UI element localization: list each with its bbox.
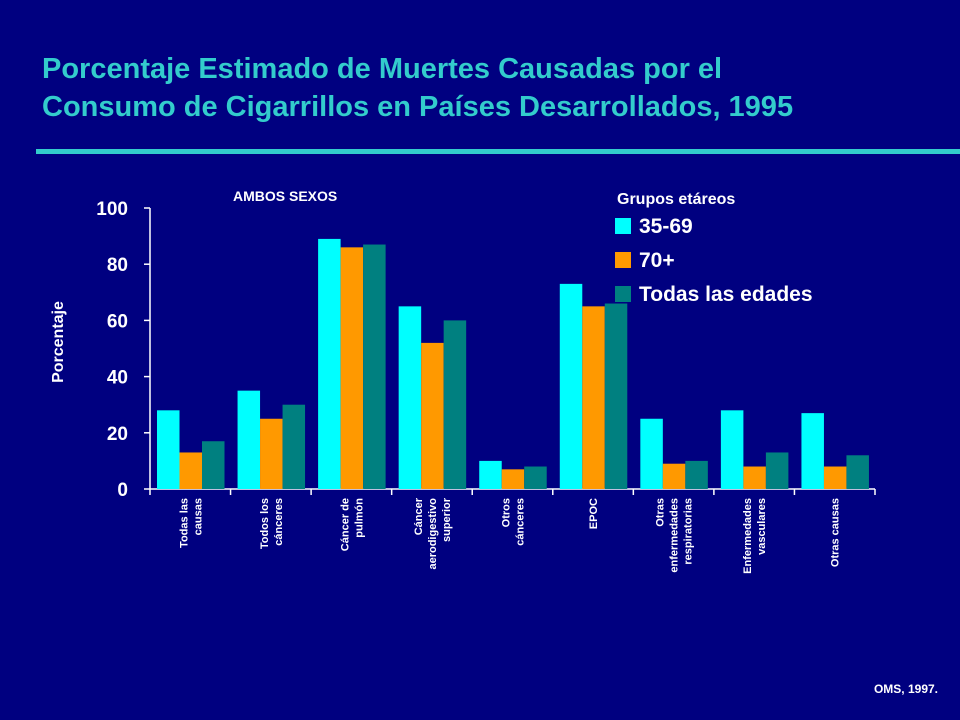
x-tick-label: Cáncer de [339,498,351,551]
bar-2-5 [501,469,525,489]
y-tick-label: 100 [96,199,128,220]
bar-3-9 [846,455,869,489]
legend-label-3: Todas las edades [639,283,813,306]
chart-subtitle: AMBOS SEXOS [233,188,338,204]
bar-3-6 [604,303,628,489]
title-line-2: Consumo de Cigarrillos en Países Desarro… [42,91,794,123]
source-citation: OMS, 1997. [873,682,938,696]
bar-1-8 [720,410,744,489]
x-tick-label: superior [441,497,453,542]
x-tick-label: EPOC [588,498,600,529]
bar-2-7 [662,463,686,489]
y-tick-label: 60 [107,311,128,332]
x-tick-label: pulmón [353,498,365,538]
x-tick-label: Otros [501,498,513,527]
x-tick-label: enfermedades [669,498,681,573]
x-tick-label: aerodigestivo [427,498,439,570]
title-divider [36,149,960,154]
legend-swatch-3 [615,286,631,302]
y-tick-label: 20 [107,424,128,445]
x-tick-label: cánceres [273,498,285,546]
bar-3-5 [524,466,547,489]
bar-3-7 [685,460,708,489]
legend-label-2: 70+ [639,249,675,272]
x-tick-label: Otras causas [830,498,842,567]
legend-title: Grupos etáreos [617,191,735,208]
bar-3-4 [443,320,467,489]
bar-2-6 [582,306,605,489]
legend-swatch-1 [615,218,631,234]
x-tick-label: cánceres [515,498,527,546]
bar-3-1 [202,441,225,489]
bar-2-9 [823,466,847,489]
bar-1-1 [157,410,180,489]
x-tick-label: causas [192,498,204,535]
bar-1-5 [479,460,502,489]
legend-swatch-2 [615,252,631,268]
bar-2-2 [260,418,283,489]
bar-1-6 [559,283,583,489]
x-tick-label: Enfermedades [742,498,754,574]
chart-title: Porcentaje Estimado de Muertes Causadas … [42,50,922,126]
x-tick-label: Cáncer [413,497,425,535]
bar-2-8 [743,466,766,489]
legend-label-1: 35-69 [639,215,693,238]
x-tick-label: respiratorias [683,498,695,565]
bar-1-9 [801,413,824,489]
y-tick-label: 40 [107,368,128,389]
bar-1-3 [318,238,341,489]
bar-2-1 [179,452,202,489]
bar-2-4 [421,342,444,489]
bar-3-8 [765,452,789,489]
y-axis-label: Porcentaje [50,301,67,383]
bar-3-3 [363,244,386,489]
bar-1-2 [237,390,261,489]
bar-1-7 [640,418,663,489]
bar-3-2 [282,404,306,489]
bar-1-4 [398,306,422,489]
x-tick-label: Todas las [178,498,190,548]
y-tick-label: 0 [117,480,128,501]
x-tick-label: vasculares [756,498,768,555]
y-tick-label: 80 [107,255,128,276]
bar-2-3 [340,247,364,489]
x-tick-label: Todos los [259,498,271,549]
title-line-1: Porcentaje Estimado de Muertes Causadas … [42,53,723,85]
x-tick-label: Otras [655,498,667,527]
